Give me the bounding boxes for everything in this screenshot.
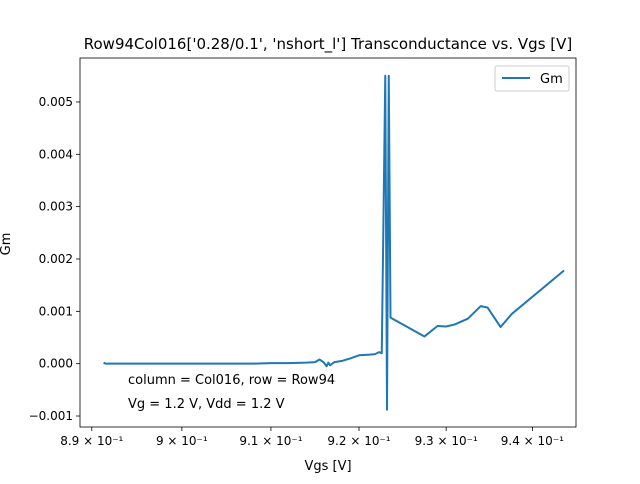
gm-series-line (103, 74, 565, 411)
y-tick-label: 0.004 (39, 147, 73, 161)
y-tick-label: 0.005 (39, 95, 73, 109)
x-tick-label: 9.3 × 10⁻¹ (415, 434, 478, 448)
y-tick-label: 0.001 (39, 304, 73, 318)
x-axis-label: Vgs [V] (304, 459, 351, 474)
y-tick-label: 0.002 (39, 252, 73, 266)
y-axis-ticks: −0.001 0.000 0.001 0.002 0.003 0.004 0.005 (29, 95, 80, 423)
x-tick-label: 9.4 × 10⁻¹ (501, 434, 564, 448)
legend-label-gm: Gm (540, 72, 563, 87)
x-tick-label: 9 × 10⁻¹ (156, 434, 208, 448)
x-axis-ticks: 8.9 × 10⁻¹ 9 × 10⁻¹ 9.1 × 10⁻¹ 9.2 × 10⁻¹ 9.… (60, 427, 564, 448)
legend: Gm (494, 65, 570, 92)
legend-box (494, 65, 570, 92)
y-tick-label: −0.001 (29, 409, 73, 423)
y-axis-label: Gm (0, 233, 14, 256)
x-tick-label: 9.2 × 10⁻¹ (327, 434, 390, 448)
annotation-position: column = Col016, row = Row94 (128, 373, 335, 388)
y-tick-label: 0.000 (39, 357, 73, 371)
plot-area (79, 57, 577, 428)
annotation-voltage: Vg = 1.2 V, Vdd = 1.2 V (128, 397, 285, 412)
x-tick-label: 8.9 × 10⁻¹ (60, 434, 123, 448)
y-tick-label: 0.003 (39, 200, 73, 214)
chart-title: Row94Col016['0.28/0.1', 'nshort_l'] Tran… (84, 35, 573, 54)
x-tick-label: 9.1 × 10⁻¹ (239, 434, 302, 448)
